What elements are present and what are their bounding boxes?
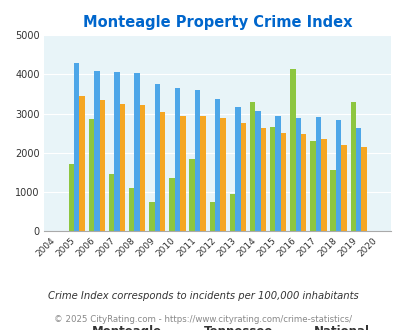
Bar	[255, 111, 260, 231]
Text: Crime Index corresponds to incidents per 100,000 inhabitants: Crime Index corresponds to incidents per…	[47, 291, 358, 301]
Bar	[174, 88, 180, 231]
Bar	[194, 90, 200, 231]
Bar	[119, 104, 125, 231]
Bar	[88, 119, 94, 231]
Bar	[350, 102, 355, 231]
Bar	[79, 96, 85, 231]
Bar	[275, 115, 280, 231]
Bar	[94, 71, 99, 231]
Bar	[280, 133, 286, 231]
Bar	[341, 145, 346, 231]
Bar	[335, 120, 341, 231]
Bar	[240, 123, 245, 231]
Bar	[154, 84, 160, 231]
Bar	[74, 63, 79, 231]
Bar	[229, 194, 234, 231]
Bar	[300, 134, 306, 231]
Bar	[109, 174, 114, 231]
Bar	[355, 128, 360, 231]
Bar	[234, 107, 240, 231]
Legend: Monteagle, Tennessee, National: Monteagle, Tennessee, National	[60, 320, 374, 330]
Bar	[99, 100, 105, 231]
Bar	[189, 159, 194, 231]
Bar	[114, 72, 119, 231]
Title: Monteagle Property Crime Index: Monteagle Property Crime Index	[83, 15, 352, 30]
Bar	[309, 141, 315, 231]
Text: © 2025 CityRating.com - https://www.cityrating.com/crime-statistics/: © 2025 CityRating.com - https://www.city…	[54, 315, 351, 324]
Bar	[68, 164, 74, 231]
Bar	[295, 118, 300, 231]
Bar	[315, 116, 320, 231]
Bar	[149, 202, 154, 231]
Bar	[269, 127, 275, 231]
Bar	[200, 115, 205, 231]
Bar	[169, 178, 174, 231]
Bar	[160, 112, 165, 231]
Bar	[129, 188, 134, 231]
Bar	[360, 147, 366, 231]
Bar	[220, 117, 225, 231]
Bar	[249, 102, 255, 231]
Bar	[330, 170, 335, 231]
Bar	[215, 99, 220, 231]
Bar	[320, 139, 326, 231]
Bar	[134, 74, 139, 231]
Bar	[290, 69, 295, 231]
Bar	[139, 105, 145, 231]
Bar	[180, 115, 185, 231]
Bar	[209, 202, 215, 231]
Bar	[260, 128, 266, 231]
